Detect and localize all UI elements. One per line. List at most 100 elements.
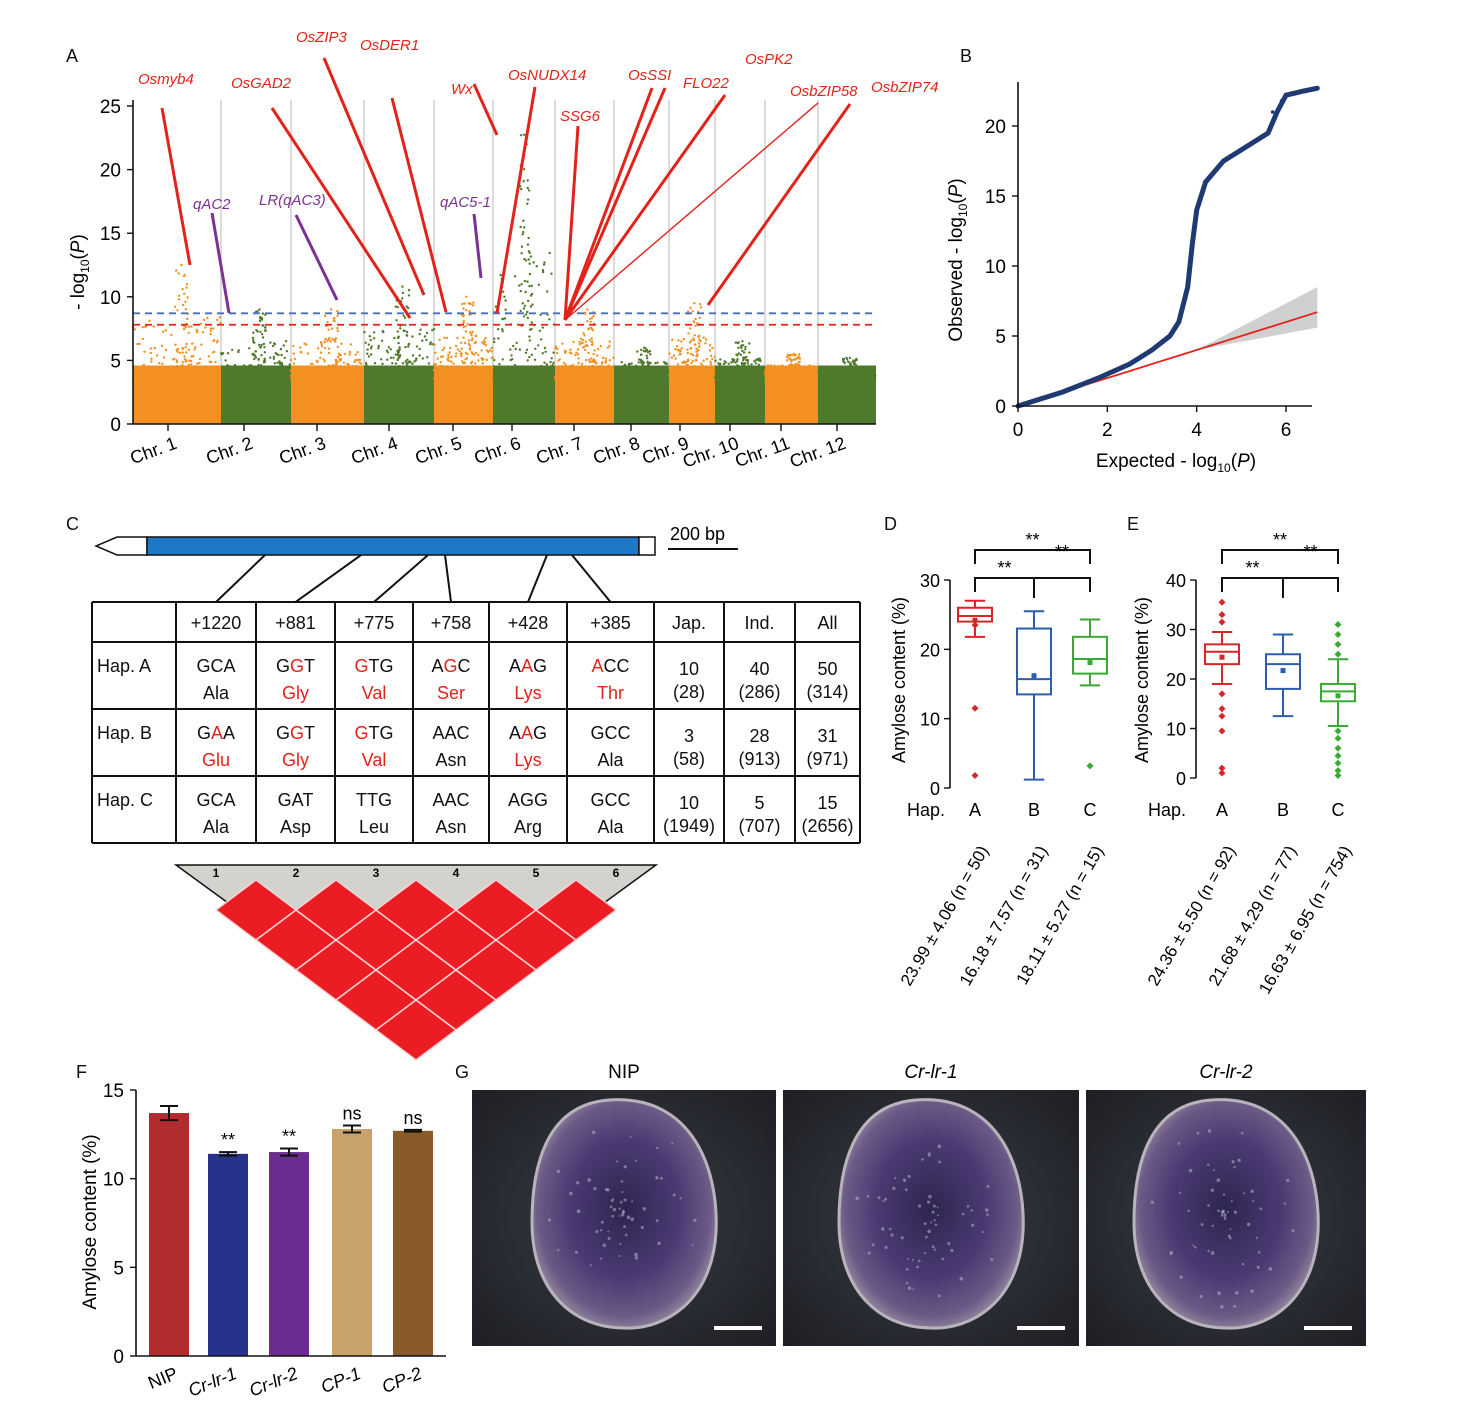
snp-point [661, 371, 664, 374]
snp-point [525, 348, 529, 351]
snp-point [865, 374, 868, 378]
snp-point [303, 342, 306, 345]
starch-speckle [1179, 1275, 1183, 1279]
snp-point [343, 374, 347, 378]
snp-point [648, 377, 651, 381]
snp-point [185, 351, 188, 354]
snp-point [584, 340, 588, 343]
starch-speckle [881, 1227, 885, 1231]
snp-point [526, 198, 530, 201]
snp-point [280, 353, 283, 357]
snp-point [560, 366, 563, 370]
snp-point [762, 378, 765, 381]
snp-point [725, 375, 728, 378]
snp-point [461, 378, 464, 381]
snp-point [224, 374, 228, 377]
accession-total: (2656) [801, 816, 853, 836]
snp-point [870, 373, 874, 376]
snp-point [150, 357, 153, 360]
starch-speckle [936, 1206, 939, 1209]
snp-point [789, 374, 792, 377]
snp-point [323, 340, 326, 343]
codon-base: G [378, 790, 392, 810]
starch-speckle [1234, 1211, 1238, 1214]
snp-point [405, 362, 408, 365]
snp-point [329, 369, 333, 372]
snp-point [744, 345, 747, 349]
snp-point [678, 350, 682, 353]
snp-point [216, 318, 219, 322]
snp-point [757, 363, 761, 366]
snp-point [614, 378, 617, 381]
snp-point [490, 350, 494, 353]
snp-point [542, 376, 545, 380]
outlier-point [1218, 764, 1226, 772]
snp-point [193, 348, 196, 351]
snp-point [197, 378, 201, 381]
snp-point [814, 378, 818, 381]
starch-speckle [1150, 1200, 1155, 1204]
snp-point [419, 377, 422, 380]
snp-point [680, 347, 683, 350]
starch-speckle [1200, 1223, 1204, 1226]
snp-point [145, 325, 148, 328]
snp-point [753, 369, 757, 372]
starch-speckle [1257, 1251, 1261, 1254]
snp-point [569, 364, 572, 368]
outlier-point [1334, 752, 1342, 760]
snp-point [524, 368, 528, 371]
starch-speckle [1222, 1210, 1225, 1214]
starch-speckle [624, 1233, 628, 1237]
snp-point [501, 317, 504, 321]
snp-point [627, 377, 630, 380]
starch-speckle [1207, 1163, 1210, 1167]
gene-label: OsbZIP74 [871, 79, 939, 96]
x-category-label: A [969, 800, 981, 820]
snp-point [462, 326, 465, 329]
snp-point [585, 371, 588, 374]
accession-total: (28) [673, 682, 705, 702]
snp-point [199, 369, 202, 372]
snp-point [704, 368, 707, 372]
snp-point [519, 289, 522, 293]
snp-point [697, 345, 701, 349]
codon-base: T [302, 790, 313, 810]
snp-point [541, 352, 544, 355]
snp-point [155, 354, 159, 357]
codon: GGT [276, 723, 315, 743]
snp-point [689, 306, 692, 310]
snp-point [367, 343, 370, 346]
snp-point [261, 333, 264, 336]
snp-point [561, 369, 564, 372]
starch-speckle [656, 1146, 659, 1150]
snp-connectors [215, 554, 612, 603]
snp-point [288, 363, 291, 366]
snp-point [264, 371, 267, 374]
snp-point [713, 374, 716, 377]
snp-point [338, 374, 342, 378]
snp-point [201, 331, 205, 334]
y-tick-label: 0 [1176, 769, 1186, 789]
snp-point [697, 335, 700, 338]
image-title: NIP [608, 1062, 640, 1083]
snp-connector [294, 554, 362, 603]
starch-speckle [985, 1208, 989, 1212]
snp-point [352, 368, 355, 371]
snp-point [835, 369, 838, 372]
ld-cell [534, 879, 618, 941]
snp-point [212, 327, 215, 330]
qq-point [1279, 99, 1284, 103]
snp-point [631, 369, 635, 373]
snp-point [323, 360, 326, 363]
snp-point [372, 331, 376, 334]
snp-point [460, 347, 463, 350]
starch-speckle [917, 1204, 922, 1208]
snp-point [273, 375, 276, 378]
gene-label: OsDER1 [360, 37, 419, 54]
snp-point [575, 351, 578, 354]
snp-point [813, 369, 816, 373]
significance-bracket [1221, 577, 1283, 592]
bar [208, 1153, 248, 1356]
